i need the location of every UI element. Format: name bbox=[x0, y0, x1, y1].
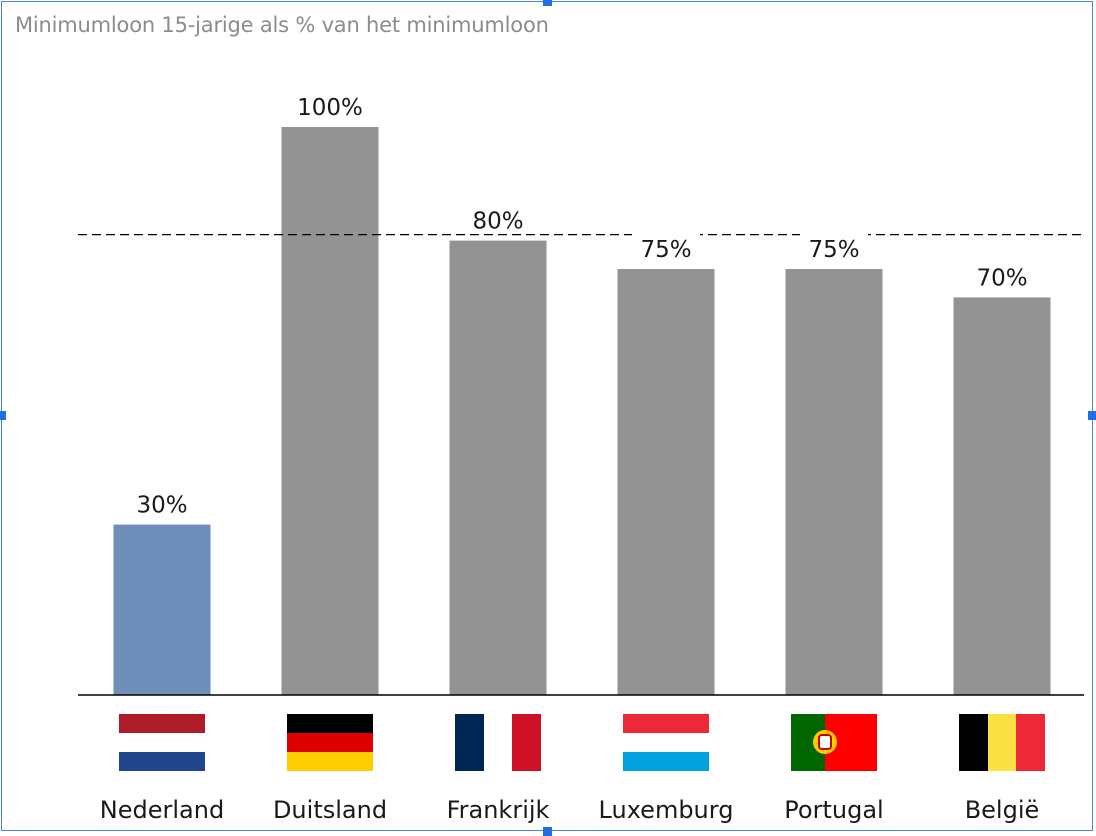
bar-belgië bbox=[953, 297, 1051, 695]
category-label: Luxemburg bbox=[599, 796, 734, 824]
bar-frankrijk bbox=[449, 240, 547, 695]
bar-luxemburg bbox=[617, 269, 715, 695]
resize-handle-left[interactable] bbox=[0, 411, 6, 420]
label-background bbox=[800, 233, 868, 261]
bar-portugal bbox=[785, 269, 883, 695]
germany-flag-icon bbox=[287, 714, 373, 771]
category-label: Portugal bbox=[784, 796, 883, 824]
france-flag-icon bbox=[455, 714, 541, 771]
resize-handle-bottom[interactable] bbox=[543, 827, 552, 836]
data-label: 80% bbox=[472, 209, 523, 235]
data-label: 75% bbox=[640, 237, 691, 263]
data-label: 70% bbox=[976, 265, 1027, 291]
chart-title: Minimumloon 15-jarige als % van het mini… bbox=[15, 13, 549, 37]
category-label: Frankrijk bbox=[447, 796, 550, 824]
category-label: Duitsland bbox=[273, 796, 387, 824]
bar-duitsland bbox=[281, 127, 379, 695]
bar-nederland bbox=[113, 524, 211, 695]
data-label: 75% bbox=[808, 237, 859, 263]
data-label: 100% bbox=[297, 95, 363, 121]
luxembourg-flag-icon bbox=[623, 714, 709, 771]
belgium-flag-icon bbox=[959, 714, 1045, 771]
portugal-flag-icon bbox=[791, 714, 877, 771]
resize-handle-right[interactable] bbox=[1088, 411, 1096, 420]
category-label: België bbox=[965, 796, 1040, 824]
label-background bbox=[632, 233, 700, 261]
data-label: 30% bbox=[136, 493, 187, 519]
category-label: Nederland bbox=[100, 796, 224, 824]
resize-handle-top[interactable] bbox=[543, 0, 552, 6]
label-background bbox=[464, 204, 532, 233]
netherlands-flag-icon bbox=[119, 714, 205, 771]
